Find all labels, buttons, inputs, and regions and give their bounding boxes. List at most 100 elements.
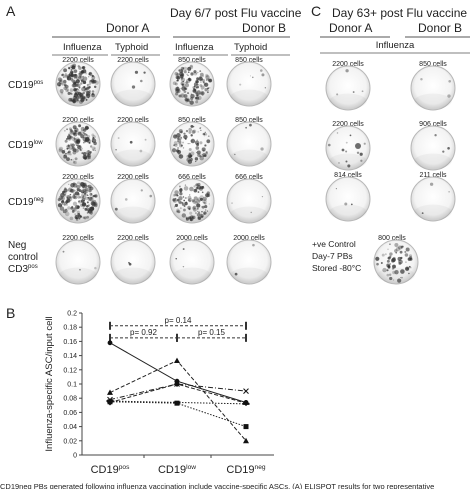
c-cell-count-r2c0: 814 cells [334,172,362,179]
well-r2c2 [169,178,215,224]
cell-count-r1c2: 850 cells [178,117,206,124]
data-point-square-2 [243,424,249,430]
well-r1c1 [110,121,156,167]
y-tick-label: 0.1 [67,382,77,389]
y-axis-label: Influenza-specific ASC/input cell [44,316,55,451]
donor-a-label: Donor A [106,21,149,35]
data-point-triangle-2 [243,437,249,444]
control-cell-count: 800 cells [378,235,406,242]
c-cell-count-r1c1: 906 cells [419,121,447,128]
panel-a-letter: A [6,3,16,19]
control-label-line-2: Stored -80°C [312,263,361,273]
control-well [373,239,419,285]
column-label-1: Typhoid [115,42,148,53]
cell-count-r2c0: 2200 cells [62,174,94,181]
well-r2c3 [226,178,272,224]
panel-a-title: Day 6/7 post Flu vaccine [170,6,302,20]
well-r2c1 [110,178,156,224]
y-tick-label: 0.08 [63,396,77,403]
series-line-diamond [109,383,247,404]
c-well-r0c0 [325,65,371,111]
c-well-r1c0 [325,125,371,171]
y-tick-label: 0.04 [63,424,77,431]
cell-count-r0c3: 850 cells [235,57,263,64]
cell-count-r3c2: 2000 cells [176,235,208,242]
column-label-0: Influenza [63,42,102,53]
series-line-x [109,383,247,401]
data-point-x-2 [243,388,249,394]
x-tick-label-neg: CD19neg [226,464,265,476]
cell-count-r0c1: 2200 cells [117,57,149,64]
well-r1c0 [55,121,101,167]
data-point-bar-2 [242,402,250,405]
cell-count-r3c3: 2000 cells [233,235,265,242]
c-column-label: Influenza [376,40,415,51]
well-r3c1 [110,239,156,285]
c-cell-count-r1c0: 2200 cells [332,121,364,128]
row-label-neg-line: Neg [8,240,26,251]
well-r0c2 [169,61,215,107]
y-tick-label: 0.18 [63,325,77,332]
data-point-bar-1 [173,401,181,404]
chart: 0 0.02 0.04 0.06 0.08 0.1 0.12 0.14 0.16 0.18 0.2 I… [44,311,274,460]
x-tick-label-low: CD19low [158,464,196,476]
well-r0c0 [55,61,101,107]
p-value-label: p= 0.92 [130,328,157,337]
p-value-label: p= 0.15 [198,328,225,337]
data-point-bar-0 [106,400,114,403]
data-point-triangle-1 [174,357,180,363]
well-r3c2 [169,239,215,285]
well-r0c1 [110,61,156,107]
data-point-triangle-0 [107,389,113,395]
y-tick-label: 0.06 [63,410,77,417]
c-well-r2c1 [410,176,456,222]
cell-count-r3c0: 2200 cells [62,235,94,242]
cell-count-r2c1: 2200 cells [117,174,149,181]
well-r3c3 [226,239,272,285]
cell-count-r0c2: 850 cells [178,57,206,64]
column-label-2: Influenza [175,42,214,53]
well-r0c3 [226,61,272,107]
well-r2c0 [55,178,101,224]
cell-count-r2c3: 666 cells [235,174,263,181]
x-tick-label-pos: CD19pos [91,464,130,476]
well-r1c2 [169,121,215,167]
cell-count-r3c1: 2200 cells [117,235,149,242]
cell-count-r1c3: 850 cells [235,117,263,124]
c-cell-count-r0c1: 850 cells [419,61,447,68]
data-point-circle-0 [107,340,113,346]
c-donor-a-label: Donor A [329,21,372,35]
row-label-cd19neg: CD19neg [8,197,44,208]
well-r3c0 [55,239,101,285]
y-tick-label: 0.2 [67,311,77,318]
row-label-cd3pos: CD3pos [8,264,38,275]
column-label-3: Typhoid [234,42,267,53]
p-value-label: p= 0.14 [165,316,192,325]
y-tick-label: 0.16 [63,339,77,346]
c-well-r0c1 [410,65,456,111]
cell-count-r1c1: 2200 cells [117,117,149,124]
y-tick-label: 0.02 [63,438,77,445]
well-r1c3 [226,121,272,167]
row-label-control-line: control [8,252,38,263]
control-label-line-0: +ve Control [312,239,356,249]
cell-count-r1c0: 2200 cells [62,117,94,124]
panel-b-letter: B [6,305,15,321]
c-donor-b-label: Donor B [418,21,462,35]
data-point-diamond-1 [174,381,180,387]
row-label-cd19pos: CD19pos [8,80,43,91]
y-tick-label: 0.12 [63,367,77,374]
control-label-line-1: Day-7 PBs [312,251,353,261]
c-cell-count-r0c0: 2200 cells [332,61,364,68]
series-line-circle [109,342,247,403]
c-well-r1c1 [410,125,456,171]
panel-c-title: Day 63+ post Flu vaccine [332,6,467,20]
c-well-r2c0 [325,176,371,222]
row-label-cd19low: CD19low [8,140,43,151]
cell-count-r0c0: 2200 cells [62,57,94,64]
cell-count-r2c2: 666 cells [178,174,206,181]
panel-c-letter: C [311,3,321,19]
figure-caption: CD19neg PBs generated following influenz… [0,482,434,489]
c-cell-count-r2c1: 211 cells [419,172,447,179]
